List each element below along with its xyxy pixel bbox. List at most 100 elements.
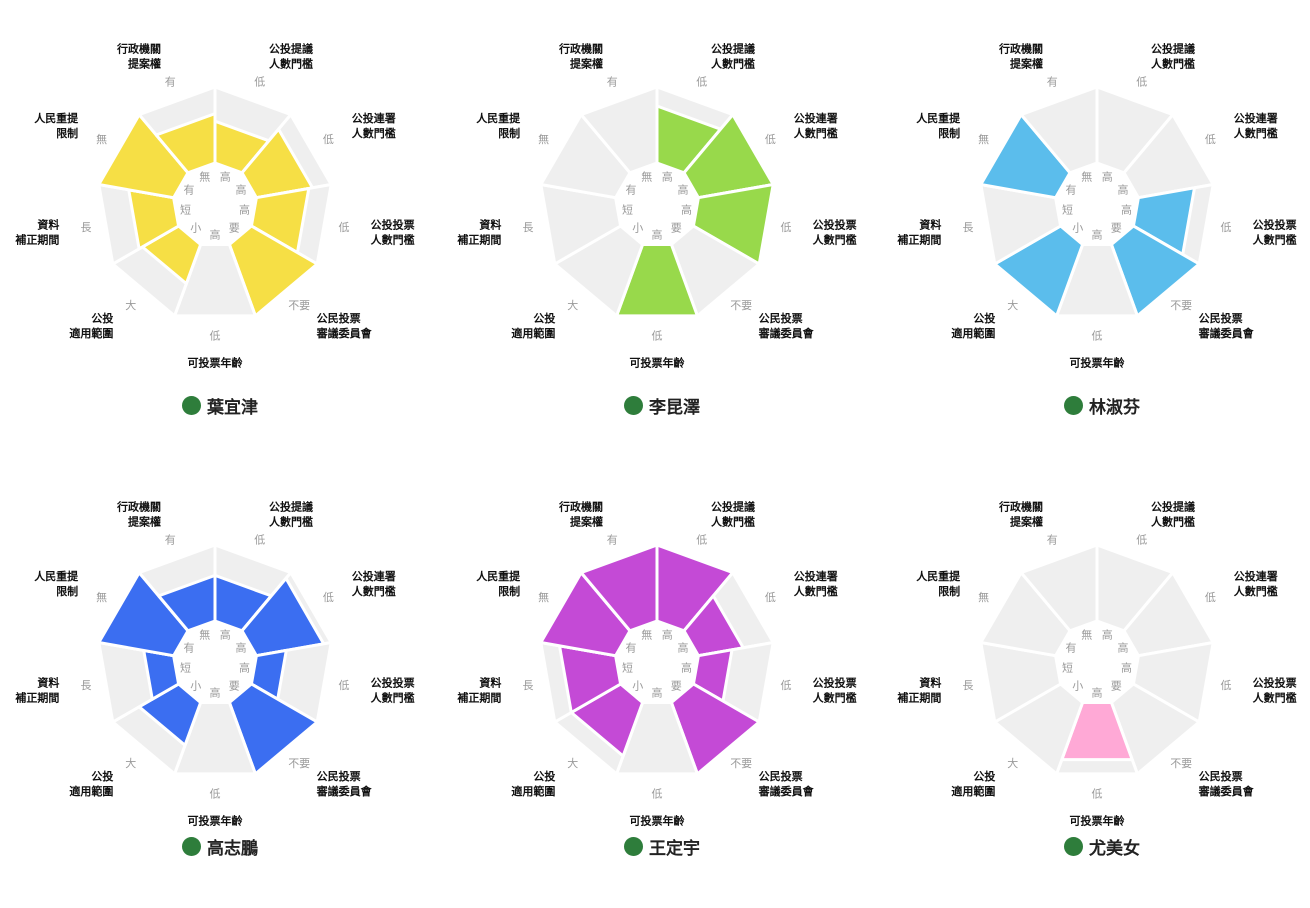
inner-end-label: 短	[1062, 661, 1073, 675]
candidate-name: 王定宇	[649, 838, 700, 859]
outer-end-label: 無	[96, 590, 107, 604]
axis-label: 資料	[919, 217, 941, 231]
axis-label: 行政機關	[558, 42, 603, 56]
outer-end-label: 低	[652, 330, 663, 343]
inner-end-label: 高	[220, 169, 231, 183]
outer-end-label: 長	[963, 679, 974, 692]
outer-end-label: 大	[125, 298, 136, 312]
radar-panel-3: 高低公投提議 人數門檻高低公投連署 人數門檻高低公投投票 人數門檻要不要 公民投票 審議委…	[882, 20, 1310, 450]
outer-end-label: 無	[96, 132, 107, 146]
value-sector	[579, 543, 659, 633]
axis-label: 人數門檻	[1234, 126, 1278, 140]
axis-label: 人數門檻	[711, 515, 755, 529]
inner-end-label: 無	[1081, 169, 1092, 183]
outer-end-label: 有	[165, 532, 176, 546]
legend-4: 高志鵬	[0, 831, 440, 861]
axis-label: 人數門檻	[794, 126, 838, 140]
outer-end-label: 大	[1007, 298, 1018, 312]
inner-end-label: 短	[622, 203, 633, 217]
axis-label: 資料	[479, 675, 501, 689]
inner-end-label: 有	[184, 641, 195, 655]
axis-label: 人數門檻	[1234, 584, 1278, 598]
axis-label: 人數門檻	[1253, 690, 1297, 704]
axis-label: 人數門檻	[371, 690, 415, 704]
inner-end-label: 高	[652, 686, 663, 700]
axis-label: 公民投票	[1199, 769, 1243, 783]
axis-label: 公投	[973, 311, 995, 325]
legend-1: 葉宜津	[0, 390, 440, 420]
axis-label: 公民投票	[1199, 311, 1243, 325]
axis-label: 公投提議	[269, 42, 313, 56]
outer-end-label: 低	[210, 330, 221, 343]
axis-label: 公投	[533, 311, 555, 325]
axis-label: 提案權	[1010, 57, 1043, 71]
candidate-name: 李昆澤	[649, 397, 700, 418]
axis-label: 審議委員會	[1198, 326, 1255, 340]
outer-end-label: 不要	[730, 299, 752, 312]
outer-end-label: 低	[652, 788, 663, 801]
inner-end-label: 高	[1102, 169, 1113, 183]
inner-end-label: 高	[239, 203, 250, 217]
inner-end-label: 要	[229, 222, 240, 235]
axis-label: 補正期間	[456, 690, 501, 704]
inner-end-label: 高	[652, 228, 663, 242]
legend-5: 王定宇	[442, 831, 882, 861]
axis-label: 限制	[56, 126, 78, 140]
inner-end-label: 高	[1092, 686, 1103, 700]
axis-label: 人數門檻	[711, 57, 755, 71]
axis-label: 資料	[479, 217, 501, 231]
axis-label: 人數門檻	[269, 57, 313, 71]
axis-label: 公投提議	[711, 500, 755, 514]
axis-label: 公投提議	[269, 500, 313, 514]
inner-end-label: 短	[180, 661, 191, 675]
inner-end-label: 高	[236, 641, 247, 655]
axis-label: 審議委員會	[316, 326, 373, 340]
inner-end-label: 要	[671, 680, 682, 693]
axis-label: 公投提議	[1151, 42, 1195, 56]
sector-background	[1019, 85, 1099, 175]
outer-end-label: 低	[781, 679, 792, 692]
axis-label: 人數門檻	[269, 515, 313, 529]
axis-label: 可投票年齡	[1070, 814, 1125, 828]
legend-6: 尤美女	[882, 831, 1310, 861]
outer-end-label: 無	[538, 590, 549, 604]
axis-label: 行政機關	[116, 42, 161, 56]
sector-background	[1019, 543, 1099, 633]
axis-label: 行政機關	[116, 500, 161, 514]
axis-label: 提案權	[570, 57, 603, 71]
outer-end-label: 低	[696, 75, 707, 88]
outer-end-label: 低	[254, 75, 265, 88]
radar-panel-2: 高低公投提議 人數門檻高低公投連署 人數門檻高低公投投票 人數門檻要不要 公民投票 審議委…	[442, 20, 882, 450]
inner-end-label: 高	[236, 183, 247, 197]
axis-label: 公投連署	[1234, 111, 1278, 125]
axis-label: 適用範圍	[69, 326, 113, 340]
outer-end-label: 低	[339, 221, 350, 234]
inner-end-label: 高	[681, 661, 692, 675]
radar-panel-5: 高低公投提議 人數門檻高低公投連署 人數門檻高低公投投票 人數門檻要不要 公民投票 審議委…	[442, 478, 882, 908]
axis-label: 審議委員會	[758, 784, 815, 798]
value-sector	[157, 573, 217, 633]
axis-label: 公投投票	[371, 217, 415, 231]
axis-label: 可投票年齡	[630, 356, 685, 370]
inner-end-label: 小	[190, 222, 201, 235]
outer-end-label: 有	[607, 74, 618, 88]
value-sector	[154, 112, 217, 175]
axis-label: 公投提議	[1151, 500, 1195, 514]
axis-label: 公投投票	[813, 217, 857, 231]
axis-label: 適用範圍	[511, 326, 555, 340]
inner-end-label: 高	[1118, 641, 1129, 655]
outer-end-label: 低	[765, 591, 776, 604]
outer-end-label: 不要	[1170, 757, 1192, 770]
axis-label: 適用範圍	[951, 784, 995, 798]
outer-end-label: 低	[781, 221, 792, 234]
axis-label: 人民重提	[916, 111, 961, 125]
axis-label: 公投投票	[1253, 217, 1297, 231]
axis-label: 資料	[919, 675, 941, 689]
outer-end-label: 大	[1007, 756, 1018, 770]
inner-end-label: 要	[671, 222, 682, 235]
